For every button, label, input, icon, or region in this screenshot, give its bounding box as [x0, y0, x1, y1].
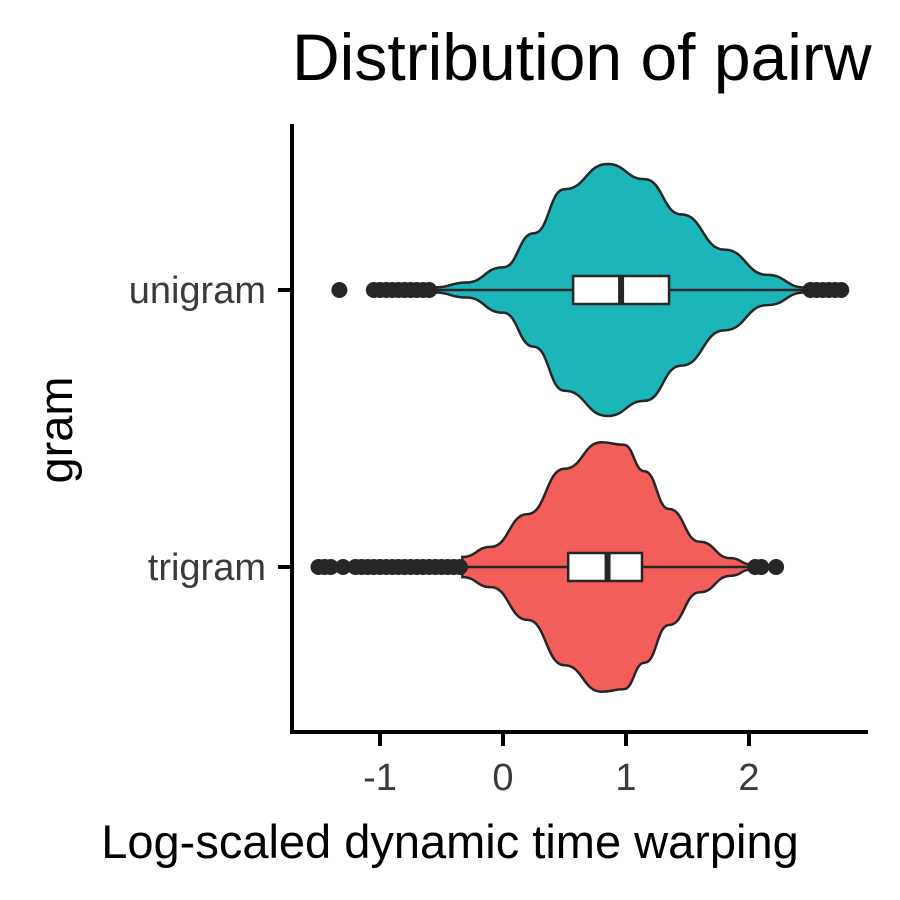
- outlier-point: [421, 282, 438, 298]
- series-trigram: [310, 441, 785, 693]
- x-tick-label: 0: [492, 757, 513, 799]
- chart-title: Distribution of pairw: [292, 20, 872, 94]
- outlier-point: [335, 559, 352, 575]
- outlier-point: [322, 559, 339, 575]
- series-unigram: [331, 162, 850, 418]
- outlier-point: [753, 559, 770, 575]
- outlier-point: [331, 282, 348, 298]
- y-axis-ticks: unigram trigram: [129, 270, 292, 589]
- y-tick-label-unigram: unigram: [129, 270, 266, 312]
- y-tick-label-trigram: trigram: [148, 547, 266, 589]
- x-tick-label: -1: [363, 757, 397, 799]
- plot-area: [310, 162, 850, 693]
- x-tick-label: 2: [738, 757, 759, 799]
- x-axis-ticks: -1 0 1 2: [363, 732, 760, 799]
- x-tick-label: 1: [615, 757, 636, 799]
- outlier-point: [451, 559, 468, 575]
- x-axis-title: Log-scaled dynamic time warping: [101, 815, 799, 868]
- outlier-point: [768, 559, 785, 575]
- y-axis-title: gram: [29, 376, 82, 483]
- outlier-point: [833, 282, 850, 298]
